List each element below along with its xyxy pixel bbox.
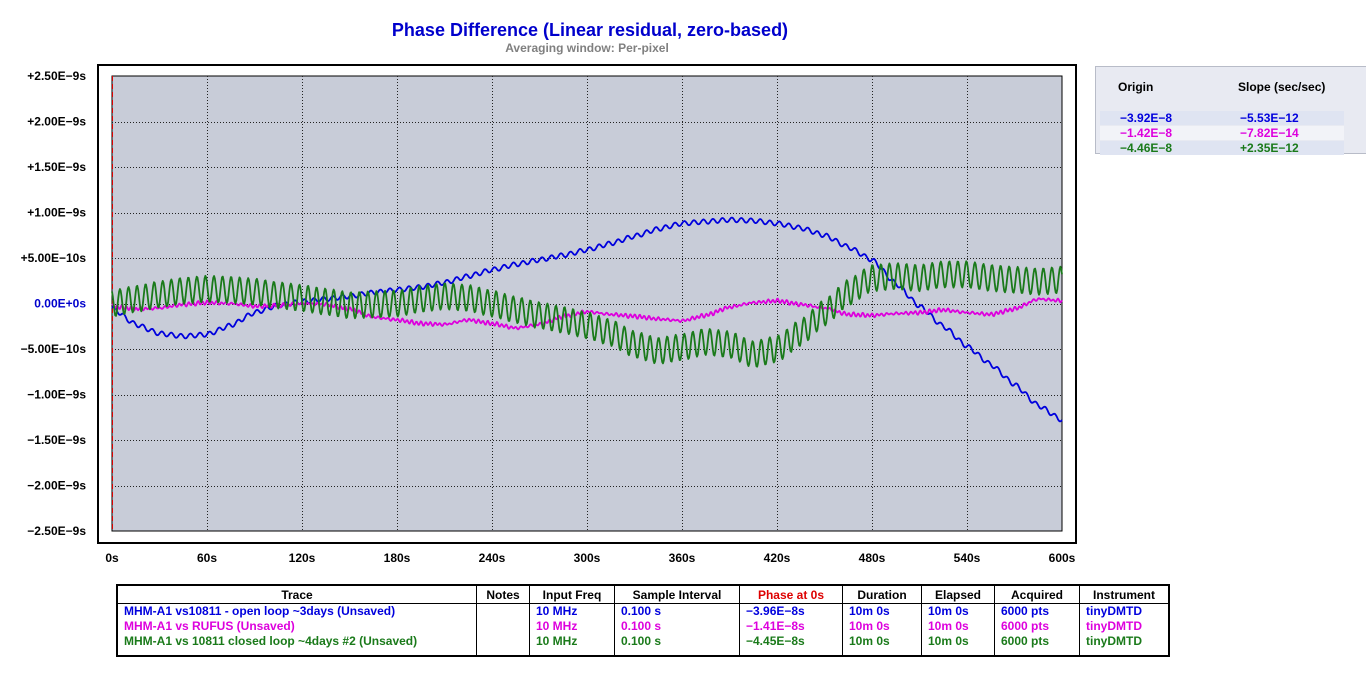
- trace-cell: −3.96E−8s: [739, 603, 843, 619]
- trace-cell: 10m 0s: [921, 603, 995, 619]
- trace-cell: 10m 0s: [842, 603, 922, 619]
- trace-cell: −4.45E−8s: [739, 634, 843, 656]
- trace-cell: [476, 634, 530, 656]
- trace-column-header: Sample Interval: [614, 584, 740, 604]
- x-tick-label: 120s: [289, 551, 316, 565]
- trace-column-header: Notes: [476, 584, 530, 604]
- chart-title: Phase Difference (Linear residual, zero-…: [392, 20, 788, 40]
- trace-cell: 10 MHz: [529, 603, 615, 619]
- trace-column-header: Phase at 0s: [739, 584, 843, 604]
- trace-cell: 10m 0s: [842, 619, 922, 634]
- series-layer: [111, 216, 1063, 423]
- trace-table: Trace Notes Input Freq Sample Interval Phase…: [116, 584, 1170, 657]
- fit-slope-value: +2.35E−12: [1240, 141, 1299, 155]
- trace-cell: 10 MHz: [529, 619, 615, 634]
- trace-cell: [476, 619, 530, 634]
- y-tick-label: 0.00E+0s: [34, 297, 86, 311]
- trace-cell: 10m 0s: [921, 634, 995, 656]
- fit-row: −4.46E−8 +2.35E−12: [1100, 141, 1344, 155]
- trace-cell: 10m 0s: [842, 634, 922, 656]
- grid-lines: [112, 76, 1062, 531]
- x-tick-label: 180s: [384, 551, 411, 565]
- trace-cell: [476, 603, 530, 619]
- x-tick-label: 240s: [479, 551, 506, 565]
- trace-cell: tinyDMTD: [1079, 603, 1170, 619]
- x-tick-label: 300s: [574, 551, 601, 565]
- trace-cell: 6000 pts: [994, 603, 1080, 619]
- y-tick-label: +1.00E−9s: [27, 206, 86, 220]
- trace-cell: 0.100 s: [614, 619, 740, 634]
- x-tick-label: 540s: [954, 551, 981, 565]
- trace-column-header: Elapsed: [921, 584, 995, 604]
- y-tick-label: +2.50E−9s: [27, 69, 86, 83]
- x-tick-label: 480s: [859, 551, 886, 565]
- fit-row: −3.92E−8 −5.53E−12: [1100, 111, 1344, 125]
- trace-cell: 6000 pts: [994, 619, 1080, 634]
- trace-row[interactable]: MHM-A1 vs RUFUS (Unsaved) 10 MHz 0.100 s −1…: [116, 619, 1170, 634]
- y-tick-label: −1.50E−9s: [27, 433, 86, 447]
- x-axis-ticks: 0s 60s 120s 180s 240s 300s 360s 420s 480s 540s 600…: [105, 551, 1075, 565]
- fit-slope-value: −5.53E−12: [1240, 111, 1299, 125]
- phase-chart: Phase Difference (Linear residual, zero-…: [21, 20, 1077, 565]
- trace-cell: MHM-A1 vs10811 - open loop ~3days (Unsav…: [116, 603, 477, 619]
- trace-column-header: Duration: [842, 584, 922, 604]
- x-tick-label: 360s: [669, 551, 696, 565]
- trace-column-header: Input Freq: [529, 584, 615, 604]
- fit-origin-value: −4.46E−8: [1120, 141, 1173, 155]
- trace-cell: 0.100 s: [614, 603, 740, 619]
- y-tick-label: −1.00E−9s: [27, 388, 86, 402]
- trace-column-header: Acquired: [994, 584, 1080, 604]
- y-axis-ticks: +2.50E−9s +2.00E−9s +1.50E−9s +1.00E−9s +5.0…: [21, 69, 87, 538]
- trace-cell: MHM-A1 vs 10811 closed loop ~4days #2 (U…: [116, 634, 477, 656]
- y-tick-label: +1.50E−9s: [27, 160, 86, 174]
- x-tick-label: 600s: [1049, 551, 1076, 565]
- trace-row[interactable]: MHM-A1 vs10811 - open loop ~3days (Unsav…: [116, 603, 1170, 619]
- series-line-3: [111, 260, 1063, 368]
- trace-cell: −1.41E−8s: [739, 619, 843, 634]
- fit-slope-value: −7.82E−14: [1240, 126, 1299, 140]
- plot-area: [111, 75, 1063, 532]
- fit-origin-value: −3.92E−8: [1120, 111, 1173, 125]
- chart-subtitle: Averaging window: Per-pixel: [505, 41, 669, 55]
- fit-origin-value: −1.42E−8: [1120, 126, 1173, 140]
- trace-cell: 0.100 s: [614, 634, 740, 656]
- y-tick-label: −2.50E−9s: [27, 524, 86, 538]
- x-tick-label: 0s: [105, 551, 119, 565]
- trace-cell: tinyDMTD: [1079, 619, 1170, 634]
- y-tick-label: +5.00E−10s: [21, 251, 87, 265]
- trace-column-header: Instrument: [1079, 584, 1170, 604]
- y-tick-label: −2.00E−9s: [27, 479, 86, 493]
- y-tick-label: −5.00E−10s: [21, 342, 87, 356]
- slope-header: Slope (sec/sec): [1238, 80, 1326, 94]
- trace-cell: tinyDMTD: [1079, 634, 1170, 656]
- trace-column-header: Trace: [116, 584, 477, 604]
- fit-row: −1.42E−8 −7.82E−14: [1100, 126, 1344, 140]
- origin-header: Origin: [1118, 80, 1154, 94]
- fit-coefficients-panel: Origin Slope (sec/sec) −3.92E−8 −5.53E−12…: [1095, 66, 1366, 155]
- trace-cell: 6000 pts: [994, 634, 1080, 656]
- y-tick-label: +2.00E−9s: [27, 115, 86, 129]
- trace-row[interactable]: MHM-A1 vs 10811 closed loop ~4days #2 (U…: [116, 634, 1170, 656]
- x-tick-label: 420s: [764, 551, 791, 565]
- x-tick-label: 60s: [197, 551, 217, 565]
- trace-cell: 10m 0s: [921, 619, 995, 634]
- trace-cell: 10 MHz: [529, 634, 615, 656]
- trace-cell: MHM-A1 vs RUFUS (Unsaved): [116, 619, 477, 634]
